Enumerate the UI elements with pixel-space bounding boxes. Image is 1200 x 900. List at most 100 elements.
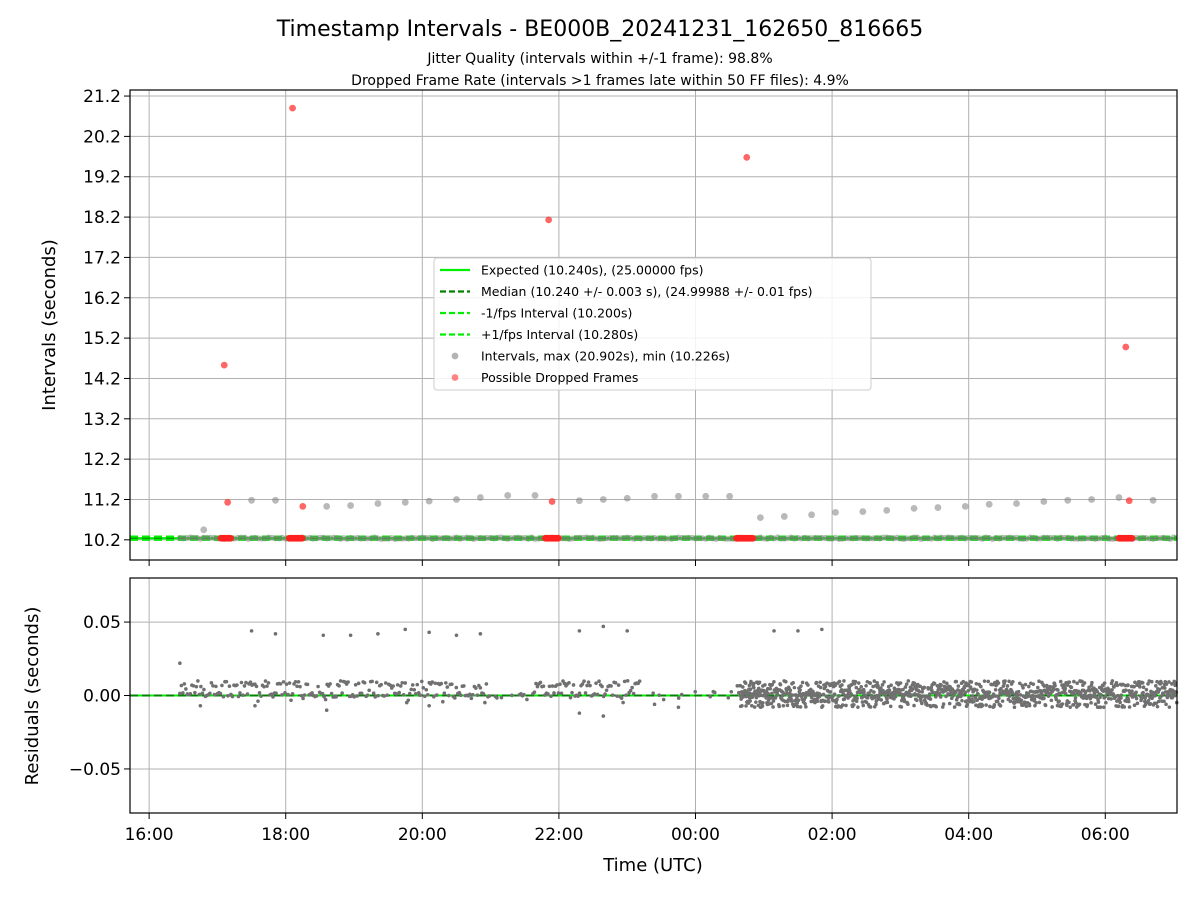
interval-point [832, 508, 839, 516]
residual-point [610, 693, 615, 697]
residual-point [757, 680, 762, 685]
residual-point [324, 708, 329, 712]
residual-point [1056, 688, 1060, 692]
bottom-y-axis-label: Residuals (seconds) [22, 607, 43, 786]
residual-point [1154, 684, 1158, 688]
residual-point [1069, 685, 1074, 690]
residual-point [764, 696, 768, 700]
residual-point [828, 690, 833, 694]
residual-point [906, 702, 910, 707]
bottom-x-axis-ticks: 16:00 18:00 20:00 22:00 00:00 02:00 04:00 06:00 [125, 813, 1130, 845]
residual-point [778, 682, 783, 687]
top-y-tick-label: 13.2 [83, 410, 121, 430]
interval-point [504, 492, 512, 499]
dropped-frame-point [1122, 343, 1130, 351]
residual-point [756, 686, 761, 691]
residual-point [214, 684, 218, 689]
residual-point [744, 704, 748, 708]
residual-point [795, 701, 800, 705]
residual-point [986, 679, 991, 684]
residual-point [934, 704, 938, 709]
interval-point [623, 494, 631, 502]
top-y-axis-label: Intervals (seconds) [39, 239, 60, 411]
residual-point [1119, 696, 1123, 700]
residual-point [1022, 700, 1027, 704]
residual-point [853, 679, 858, 684]
dropped-frame-point [227, 534, 235, 542]
residual-point [859, 684, 863, 689]
residual-point [743, 681, 748, 685]
residual-point [1110, 688, 1114, 692]
residual-point [1144, 687, 1149, 692]
residual-point [790, 693, 795, 697]
residual-point [328, 682, 332, 686]
residual-point [415, 682, 420, 687]
residual-point [576, 694, 580, 698]
residual-point [1024, 704, 1029, 709]
residual-point [972, 699, 976, 704]
residual-point [385, 693, 390, 697]
residual-point [835, 697, 839, 701]
residual-point [652, 702, 657, 707]
residual-point [376, 632, 380, 636]
residual-point [1156, 699, 1161, 704]
top-plot-frame [129, 89, 1178, 561]
residual-point [1096, 700, 1101, 704]
residual-point [1126, 683, 1130, 687]
residual-point [748, 699, 752, 703]
residual-point [1072, 692, 1077, 696]
interval-point [347, 502, 355, 509]
residual-point [1103, 694, 1108, 699]
residual-point [784, 688, 789, 693]
interval-point [323, 502, 331, 510]
residual-point [798, 688, 802, 692]
residual-point [1019, 698, 1024, 703]
residual-point [969, 687, 973, 691]
residual-point [651, 691, 655, 695]
residual-point [600, 684, 604, 689]
residual-point [876, 683, 880, 688]
residual-point [198, 703, 203, 708]
residual-point [1167, 680, 1171, 684]
residual-point [928, 697, 933, 701]
residual-point [982, 679, 987, 683]
residual-point [840, 703, 845, 707]
residual-point [293, 679, 298, 684]
residual-point [868, 705, 873, 709]
residual-point [1149, 679, 1154, 684]
residual-point [903, 685, 908, 689]
interval-point [425, 497, 433, 505]
residual-point [748, 687, 753, 692]
residual-point [224, 679, 229, 684]
residual-point [273, 632, 278, 636]
residual-point [941, 702, 946, 706]
residual-point [522, 692, 526, 697]
dropped-frame-point [548, 498, 556, 505]
interval-point [726, 492, 734, 500]
residual-point [1040, 693, 1045, 697]
residual-point [1048, 684, 1052, 689]
bottom-y-tick-label: 0.05 [83, 613, 121, 633]
interval-point [859, 508, 867, 515]
residual-point [772, 679, 776, 684]
residual-point [735, 684, 740, 688]
residual-point [932, 681, 937, 686]
residual-point [992, 703, 997, 707]
residual-point [832, 692, 837, 696]
residual-point [395, 683, 400, 687]
residual-point [359, 691, 364, 696]
residual-point [911, 687, 915, 691]
residual-point [827, 700, 831, 704]
interval-point [200, 526, 208, 534]
residual-point [454, 633, 459, 638]
residual-point [974, 688, 979, 692]
residual-point [1109, 697, 1113, 701]
residual-point [442, 691, 447, 696]
residual-point [367, 688, 371, 693]
residual-point [1012, 705, 1017, 709]
residual-point [984, 703, 988, 707]
residual-point [538, 680, 543, 685]
residual-point [1130, 689, 1134, 693]
residual-point [1089, 701, 1093, 705]
residual-point [220, 683, 224, 688]
